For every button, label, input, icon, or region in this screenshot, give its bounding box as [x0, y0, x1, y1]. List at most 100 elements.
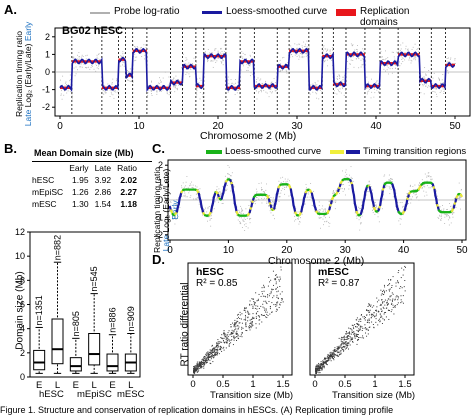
probe-point: [188, 62, 190, 64]
probe-point: [162, 89, 164, 91]
probe-point: [375, 204, 377, 206]
probe-point: [187, 187, 189, 189]
probe-point: [241, 207, 242, 209]
probe-point: [387, 73, 389, 75]
probe-point: [426, 194, 428, 196]
scatter-point: [367, 319, 369, 321]
scatter-point: [233, 337, 235, 339]
probe-point: [232, 88, 234, 90]
probe-point: [286, 185, 288, 187]
probe-point: [250, 55, 251, 57]
scatter-point: [227, 336, 229, 338]
probe-point: [227, 79, 229, 81]
panel-d-xtick-label: 0.5: [338, 379, 351, 390]
probe-point: [176, 213, 178, 215]
probe-point: [431, 83, 433, 85]
panel-a-cell-label: BG02 hESC: [62, 25, 124, 37]
scatter-point: [203, 357, 205, 359]
probe-point: [66, 84, 68, 86]
panel-d-xtick-label: 0.5: [216, 379, 229, 390]
probe-point: [352, 60, 354, 62]
probe-point: [127, 79, 129, 81]
scatter-point: [333, 352, 335, 354]
scatter-point: [232, 331, 234, 333]
scatter-point: [384, 292, 386, 294]
probe-point: [237, 219, 239, 221]
scatter-point: [279, 276, 281, 278]
probe-point: [422, 71, 424, 73]
probe-point: [374, 201, 376, 203]
probe-point: [412, 196, 413, 198]
scatter-point: [331, 355, 333, 357]
scatter-point: [203, 365, 205, 367]
scatter-point: [263, 314, 265, 316]
probe-point: [228, 174, 230, 175]
probe-point: [279, 195, 281, 197]
scatter-point: [389, 283, 391, 285]
scatter-point: [392, 304, 394, 306]
probe-point: [322, 205, 324, 207]
scatter-point: [333, 355, 335, 357]
scatter-point: [278, 279, 280, 281]
probe-point: [256, 192, 257, 194]
probe-point: [197, 197, 199, 198]
probe-point: [381, 208, 383, 210]
panel-b-letter: B.: [4, 141, 17, 156]
scatter-point: [326, 364, 328, 366]
table-row-name: mEpiSC: [32, 187, 64, 197]
scatter-point: [200, 362, 202, 364]
probe-point: [210, 225, 212, 227]
scatter-point: [381, 322, 383, 324]
scatter-point: [316, 364, 318, 366]
scatter-point: [198, 365, 200, 367]
scatter-point: [261, 321, 263, 323]
probe-point: [249, 54, 251, 56]
probe-point: [60, 79, 62, 81]
probe-point: [258, 92, 259, 94]
probe-point: [329, 49, 331, 51]
probe-point: [185, 57, 187, 59]
scatter-point: [195, 369, 197, 371]
probe-point: [329, 201, 331, 203]
scatter-point: [326, 359, 328, 361]
scatter-point: [235, 323, 237, 325]
scatter-point: [267, 296, 269, 298]
scatter-point: [236, 325, 238, 327]
probe-point: [346, 173, 348, 175]
probe-point: [425, 191, 427, 193]
probe-point: [355, 58, 357, 60]
scatter-point: [318, 368, 320, 370]
probe-point: [186, 176, 188, 178]
probe-point: [419, 54, 420, 56]
probe-point: [246, 69, 248, 71]
probe-point: [249, 222, 251, 224]
scatter-point: [360, 320, 362, 322]
probe-point: [378, 92, 380, 94]
probe-point: [119, 57, 121, 59]
scatter-point: [247, 311, 249, 313]
scatter-point: [203, 356, 205, 358]
panel-d-right-xlabel: Transition size (Mb): [332, 390, 416, 401]
scatter-point: [343, 335, 345, 337]
probe-point: [175, 84, 177, 86]
probe-point: [160, 91, 162, 92]
scatter-point: [358, 320, 360, 322]
scatter-point: [345, 344, 347, 346]
probe-point: [333, 90, 335, 92]
probe-point: [303, 46, 305, 47]
probe-point: [402, 57, 404, 59]
probe-point: [405, 52, 407, 54]
scatter-point: [265, 302, 267, 304]
probe-point: [78, 58, 80, 60]
scatter-point: [382, 294, 384, 296]
scatter-point: [212, 348, 214, 350]
scatter-point: [197, 363, 199, 365]
scatter-point: [245, 329, 247, 331]
probe-point: [241, 210, 242, 212]
probe-point: [428, 70, 430, 71]
probe-point: [432, 77, 434, 79]
scatter-point: [221, 337, 223, 339]
probe-point: [213, 208, 215, 210]
scatter-point: [348, 327, 350, 329]
probe-point: [273, 83, 274, 85]
